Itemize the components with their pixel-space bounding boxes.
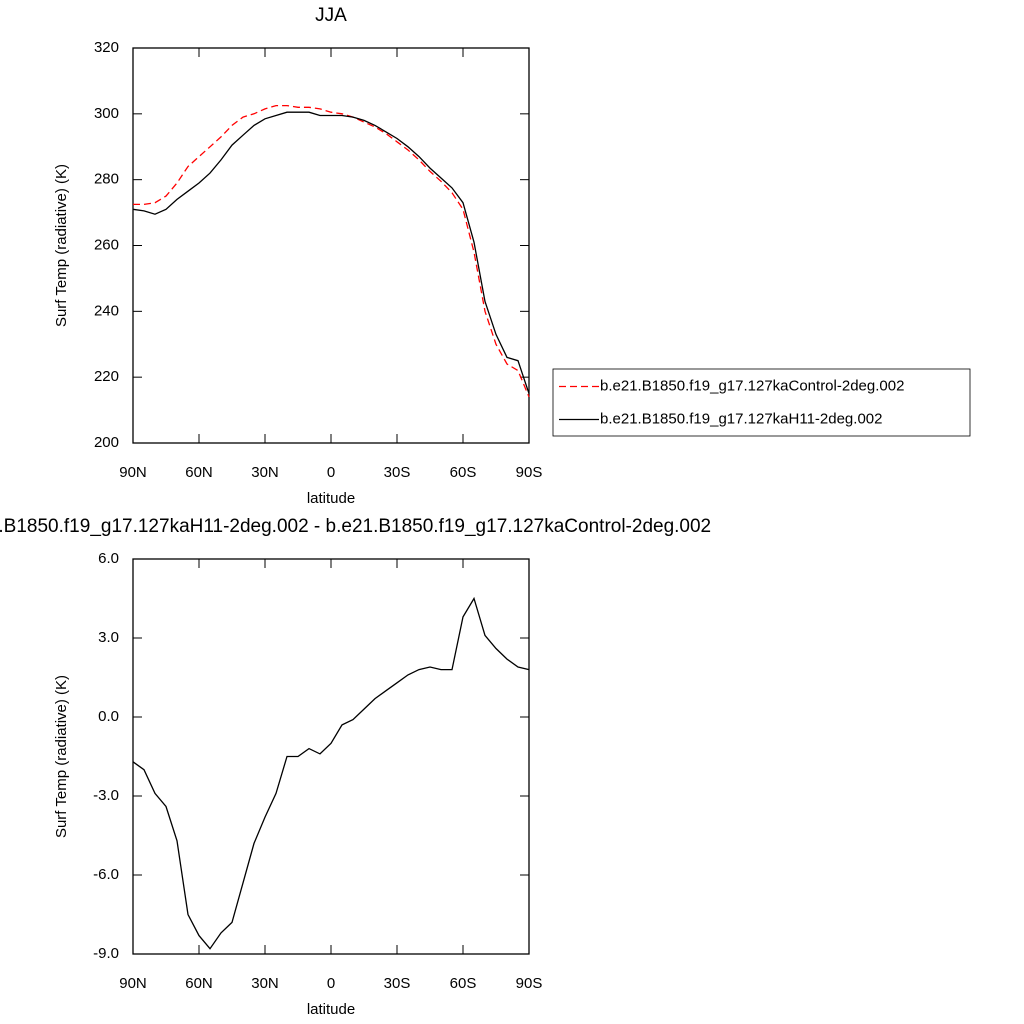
- x-tick-label: 30S: [384, 464, 411, 481]
- x-axis-label: latitude: [307, 490, 355, 507]
- y-tick-label: 260: [94, 236, 119, 253]
- x-tick-label: 90N: [119, 975, 147, 992]
- x-tick-label: 90S: [516, 464, 543, 481]
- chart-title: b.e21.B1850.f19_g17.127kaH11-2deg.002 - …: [0, 516, 711, 537]
- legend-box: [552, 368, 971, 437]
- y-tick-label: -3.0: [93, 787, 119, 804]
- y-tick-label: 3.0: [98, 629, 119, 646]
- y-tick-label: -9.0: [93, 945, 119, 962]
- y-axis-label: Surf Temp (radiative) (K): [53, 675, 70, 838]
- plot-frame: [132, 558, 530, 955]
- legend-label: b.e21.B1850.f19_g17.127kaH11-2deg.002: [600, 410, 882, 427]
- x-tick-label: 90S: [516, 975, 543, 992]
- y-axis-label: Surf Temp (radiative) (K): [53, 164, 70, 327]
- x-tick-label: 60N: [185, 975, 213, 992]
- x-tick-label: 60N: [185, 464, 213, 481]
- x-tick-label: 30N: [251, 975, 279, 992]
- legend-label: b.e21.B1850.f19_g17.127kaControl-2deg.00…: [600, 377, 904, 394]
- y-tick-label: -6.0: [93, 866, 119, 883]
- y-tick-label: 280: [94, 171, 119, 188]
- x-tick-label: 30S: [384, 975, 411, 992]
- x-tick-label: 0: [327, 975, 335, 992]
- data-line: [133, 104, 530, 398]
- y-tick-label: 220: [94, 368, 119, 385]
- data-line: [132, 596, 530, 950]
- y-tick-label: 200: [94, 434, 119, 451]
- y-tick-label: 6.0: [98, 550, 119, 567]
- x-tick-label: 60S: [450, 975, 477, 992]
- data-line: [132, 111, 530, 394]
- y-tick-label: 0.0: [98, 708, 119, 725]
- y-tick-label: 320: [94, 39, 119, 56]
- y-tick-label: 300: [94, 105, 119, 122]
- plot-frame: [132, 47, 530, 444]
- x-tick-label: 90N: [119, 464, 147, 481]
- x-tick-label: 0: [327, 464, 335, 481]
- x-axis-label: latitude: [307, 1001, 355, 1018]
- y-tick-label: 240: [94, 302, 119, 319]
- x-tick-label: 60S: [450, 464, 477, 481]
- x-tick-label: 30N: [251, 464, 279, 481]
- chart-title: JJA: [315, 5, 347, 26]
